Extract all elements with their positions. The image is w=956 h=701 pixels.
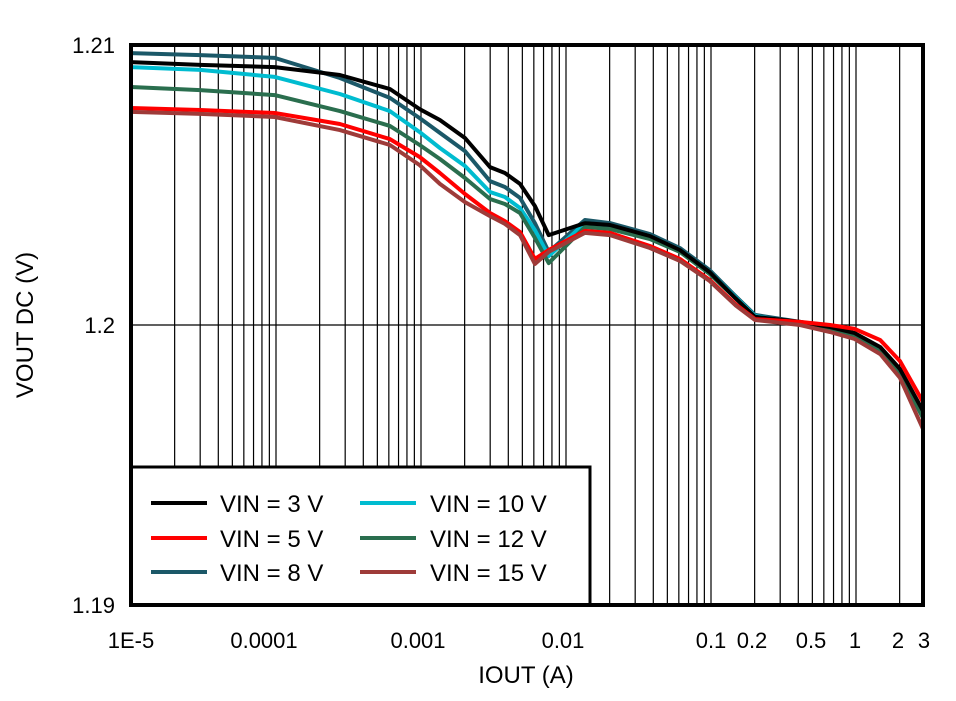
legend-label: VIN = 15 V — [430, 560, 547, 587]
x-tick-label: 0.1 — [696, 628, 727, 653]
series-line — [130, 51, 925, 415]
legend-item: VIN = 10 V — [360, 491, 547, 518]
x-tick-labels: 1E-5 0.0001 0.001 0.01 0.1 0.2 0.5 1 2 3 — [108, 628, 930, 653]
x-tick-label: 2 — [892, 628, 904, 653]
legend-label: VIN = 8 V — [220, 560, 323, 587]
x-axis-title: IOUT (A) — [478, 662, 574, 689]
series-line — [130, 109, 925, 430]
series-line — [130, 106, 925, 403]
y-tick-label: 1.19 — [72, 593, 115, 618]
data-series — [130, 51, 925, 430]
plot-frame — [129, 43, 925, 607]
legend-label: VIN = 12 V — [430, 526, 547, 553]
x-tick-label: 1 — [849, 628, 861, 653]
x-tick-label: 0.2 — [737, 628, 768, 653]
legend: VIN = 3 V VIN = 5 V VIN = 8 V VIN = 10 V… — [129, 465, 592, 607]
x-tick-label: 0.01 — [542, 628, 585, 653]
legend-label: VIN = 3 V — [220, 491, 323, 518]
legend-label: VIN = 10 V — [430, 491, 547, 518]
legend-item: VIN = 15 V — [360, 560, 547, 587]
legend-item: VIN = 8 V — [151, 560, 323, 587]
legend-label: VIN = 5 V — [220, 526, 323, 553]
legend-item: VIN = 5 V — [151, 526, 323, 553]
legend-item: VIN = 3 V — [151, 491, 323, 518]
y-tick-label: 1.2 — [84, 313, 115, 338]
x-tick-label: 1E-5 — [108, 628, 154, 653]
x-tick-label: 0.001 — [390, 628, 445, 653]
x-tick-label: 3 — [918, 628, 930, 653]
legend-item: VIN = 12 V — [360, 526, 547, 553]
x-tick-label: 0.0001 — [230, 628, 297, 653]
y-axis-title: VOUT DC (V) — [12, 252, 39, 398]
y-tick-label: 1.21 — [72, 33, 115, 58]
x-tick-label: 0.5 — [796, 628, 827, 653]
